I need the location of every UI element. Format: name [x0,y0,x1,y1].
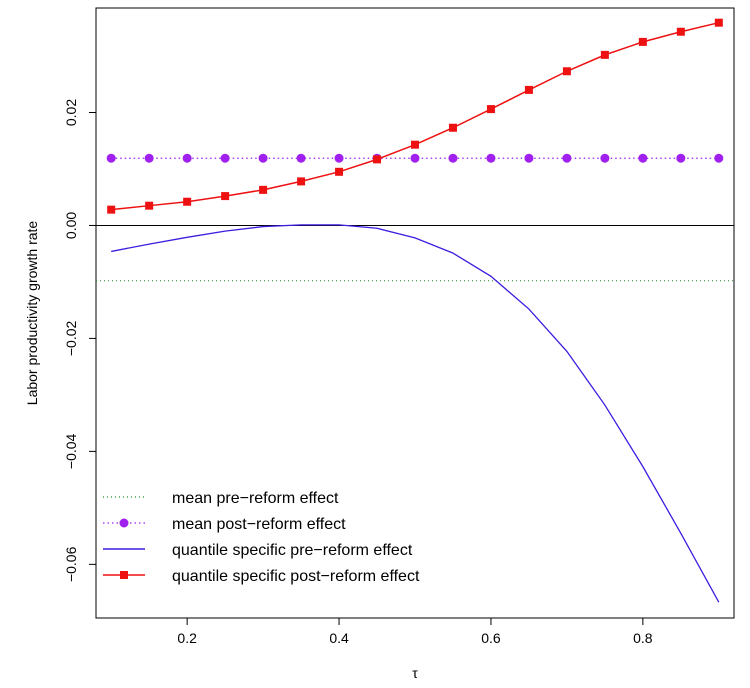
point-quantile-post-reform [486,105,495,114]
point-quantile-post-reform [524,85,533,94]
legend-marker-quantile-post-reform [120,571,128,579]
legend-label: quantile specific pre−reform effect [172,542,413,559]
point-mean-post-reform [182,153,192,163]
point-mean-post-reform [106,153,116,163]
y-tick-label: −0.06 [63,546,79,582]
series-line-quantile-post-reform [111,21,719,211]
point-mean-post-reform [296,153,306,163]
point-quantile-post-reform [221,192,230,201]
x-tick-label: 0.8 [633,630,653,646]
y-axis-label: Labor productivity growth rate [24,221,40,406]
point-quantile-post-reform [638,37,647,46]
point-quantile-post-reform [562,67,571,76]
x-axis-label: τ [412,665,418,681]
legend-marker-mean-post-reform [119,518,129,528]
y-tick-label: −0.04 [63,433,79,469]
x-tick-label: 0.4 [329,630,349,646]
point-quantile-post-reform [600,50,609,59]
legend-label: mean pre−reform effect [172,490,339,507]
point-mean-post-reform [486,153,496,163]
point-mean-post-reform [524,153,534,163]
point-quantile-post-reform [448,123,457,132]
point-quantile-post-reform [411,140,419,149]
point-mean-post-reform [600,153,610,163]
y-tick-label: 0.00 [63,212,79,239]
point-quantile-post-reform [145,201,154,210]
point-quantile-post-reform [714,18,723,27]
point-quantile-post-reform [183,197,192,206]
point-mean-post-reform [638,153,648,163]
y-tick-label: 0.02 [63,99,79,126]
plot-area: 0.2 0.4 0.6 0.8 −0.06 −0.04 −0.02 0.00 0.02 τ Labo… [24,7,735,681]
point-quantile-post-reform [335,167,344,176]
point-mean-post-reform [334,153,344,163]
point-quantile-post-reform [107,205,116,214]
point-quantile-post-reform [373,155,382,164]
x-tick-label: 0.2 [177,630,197,646]
legend-label: mean post−reform effect [172,516,346,533]
point-mean-post-reform [410,153,420,163]
point-mean-post-reform [676,153,686,163]
point-mean-post-reform [144,153,154,163]
x-tick-label: 0.6 [481,630,501,646]
point-quantile-post-reform [259,185,268,194]
point-mean-post-reform [562,153,572,163]
point-quantile-post-reform [297,177,306,186]
y-tick-label: −0.02 [63,320,79,356]
point-mean-post-reform [448,153,458,163]
series-line-quantile-pre-reform [111,224,720,603]
point-mean-post-reform [258,153,268,163]
plot-frame [95,7,735,619]
point-mean-post-reform [714,153,724,163]
point-mean-post-reform [220,153,230,163]
point-quantile-post-reform [676,27,685,36]
legend-label: quantile specific post−reform effect [172,568,420,585]
